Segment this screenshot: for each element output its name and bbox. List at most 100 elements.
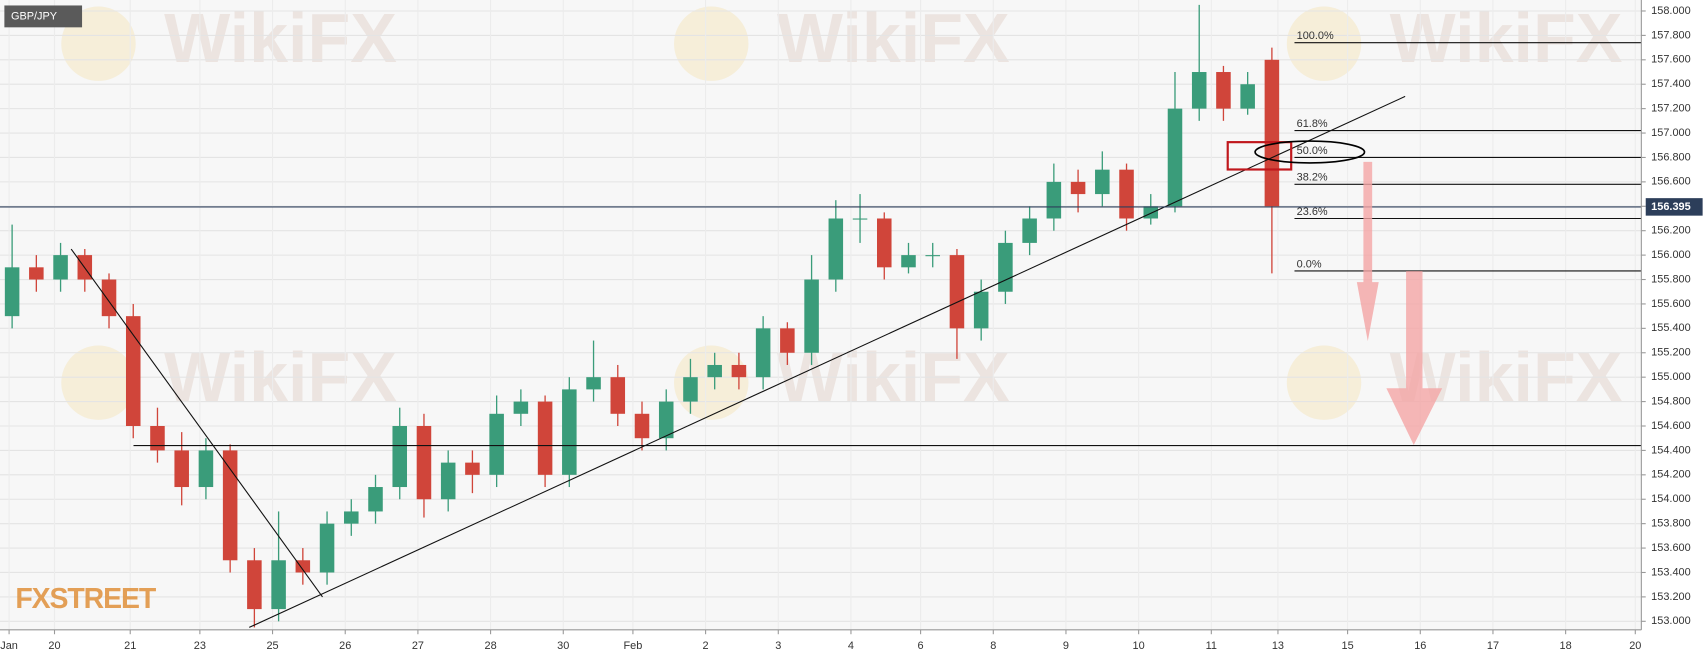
arrows (1356, 161, 1443, 446)
watermark: WikiFX (164, 0, 397, 77)
y-tick-label: 157.200 (1651, 103, 1690, 115)
candle-body (174, 450, 189, 488)
fib-label: 23.6% (1297, 206, 1328, 218)
x-tick-label: 20 (1629, 640, 1641, 652)
candle-body (416, 426, 432, 500)
x-tick-label: 23 (194, 640, 206, 652)
candle-body (368, 487, 383, 512)
highlight-ellipse (1254, 140, 1366, 164)
x-tick-label: 3 (775, 640, 781, 652)
candle-body (4, 267, 20, 317)
candle-body (658, 401, 674, 439)
candle-body (1240, 84, 1255, 109)
x-tick-label: Feb (624, 640, 643, 652)
watermark-icon (1286, 345, 1362, 420)
y-tick-label: 155.000 (1651, 371, 1690, 383)
y-tick-label: 156.800 (1651, 151, 1690, 163)
x-tick-label: 25 (266, 640, 278, 652)
trendline (70, 248, 323, 598)
y-tick-label: 154.600 (1651, 420, 1690, 432)
y-tick-label: 157.000 (1651, 127, 1690, 139)
y-tick-label: 153.400 (1651, 566, 1690, 578)
candle-body (804, 279, 819, 353)
candle-body (876, 218, 892, 268)
overlays: 100.0% 61.8% 50.0% 38.2% 23.6% 0.0% 156.395 (0, 30, 1703, 628)
y-tick-label: 158.000 (1651, 5, 1690, 17)
fib-label: 100.0% (1297, 30, 1334, 42)
candle-body (247, 560, 262, 610)
trendline (249, 95, 1406, 628)
candle-body (610, 377, 626, 414)
candle-body (780, 328, 795, 353)
candle-body (150, 426, 165, 451)
logo: FXSTREET (15, 583, 157, 615)
candle-body (53, 255, 68, 280)
y-tick-label: 154.000 (1651, 493, 1690, 505)
x-tick-label: 11 (1206, 640, 1217, 652)
candle-body (707, 364, 722, 378)
x-tick-label: 2 (703, 640, 709, 652)
candle-body (586, 377, 601, 390)
candle-body (901, 255, 916, 268)
y-tick-label: 157.600 (1651, 54, 1690, 66)
fib-label: 0.0% (1297, 258, 1322, 270)
candle-body (513, 401, 529, 414)
candle-body (125, 316, 141, 427)
symbol-label: GBP/JPY (11, 10, 58, 22)
y-tick-label: 153.000 (1651, 615, 1690, 627)
candle-body (392, 426, 408, 488)
x-tick-label: 16 (1414, 640, 1426, 652)
candle-body (1022, 218, 1037, 243)
marks (4, 4, 1280, 628)
x-tick-label: 30 (557, 640, 569, 652)
y-tick-label: 154.800 (1651, 395, 1690, 407)
candle-body (1143, 206, 1159, 219)
candle-body (440, 462, 456, 500)
highlight-box (1226, 141, 1293, 171)
y-tick-label: 155.800 (1651, 273, 1690, 285)
candle-body (29, 267, 44, 280)
x-tick-label: 6 (918, 640, 924, 652)
fib-label: 38.2% (1297, 172, 1328, 184)
watermark-icon (674, 6, 749, 81)
x-tick-label: 9 (1063, 640, 1069, 652)
candle-body (465, 462, 480, 475)
x-tick-label: 18 (1560, 640, 1572, 652)
y-tick-label: 157.800 (1651, 29, 1690, 41)
x-tick-label: 15 (1342, 640, 1354, 652)
candle-body (537, 401, 553, 475)
fib-label: 61.8% (1297, 118, 1328, 130)
y-tick-label: 154.200 (1651, 469, 1690, 481)
candle-body (222, 450, 238, 561)
x-tick-label: 26 (339, 640, 351, 652)
candle-body (295, 560, 311, 573)
axis-background (1641, 0, 1707, 655)
y-tick-label: 157.400 (1651, 78, 1690, 90)
candle-body (1167, 108, 1183, 207)
candle-body (1046, 181, 1062, 219)
x-tick-label: 28 (485, 640, 497, 652)
y-tick-label: 156.000 (1651, 249, 1690, 261)
y-tick-label: 155.400 (1651, 322, 1690, 334)
current-price-label: 156.395 (1651, 201, 1690, 213)
y-tick-label: 154.400 (1651, 444, 1690, 456)
symbol-tag (4, 5, 83, 28)
candle-body (1119, 169, 1134, 219)
plot-background (0, 0, 1641, 630)
candle-body (1095, 169, 1110, 195)
candle-body (731, 364, 747, 378)
x-tick-label: Jan (0, 640, 18, 652)
candle-body (755, 328, 771, 378)
candle-body (852, 218, 868, 220)
x-tick-label: 17 (1487, 640, 1499, 652)
x-tick-label: 8 (990, 640, 996, 652)
x-tick-label: 21 (124, 640, 136, 652)
candle-body (1070, 181, 1086, 195)
candle-body (489, 413, 504, 475)
fib-label: 50.0% (1297, 145, 1328, 157)
y-tick-label: 155.200 (1651, 347, 1690, 359)
candle-body (319, 523, 335, 573)
